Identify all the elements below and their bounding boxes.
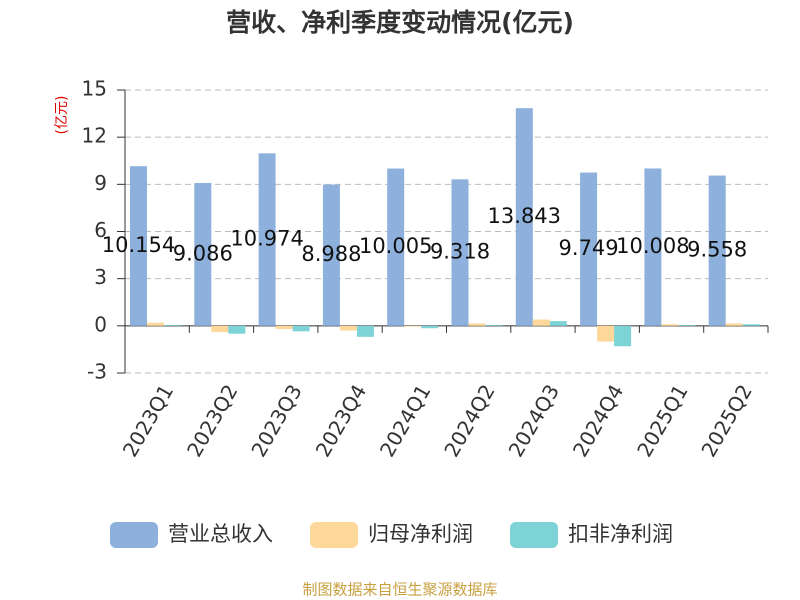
bar bbox=[275, 325, 293, 329]
bar bbox=[644, 168, 662, 326]
bar bbox=[485, 325, 503, 326]
y-tick-label: 3 bbox=[94, 265, 107, 289]
value-label: 9.086 bbox=[173, 241, 233, 265]
bar bbox=[614, 325, 632, 347]
y-unit: (亿元) bbox=[54, 96, 70, 135]
value-label: 13.843 bbox=[488, 204, 561, 228]
bar bbox=[147, 322, 164, 326]
bar bbox=[421, 325, 439, 329]
bar bbox=[549, 321, 567, 326]
bar bbox=[532, 319, 550, 326]
y-tick-label: 9 bbox=[94, 171, 107, 195]
bar bbox=[404, 325, 422, 327]
y-tick-label: 15 bbox=[82, 77, 107, 101]
bar bbox=[387, 168, 405, 326]
legend-swatch bbox=[110, 522, 158, 548]
bar bbox=[194, 182, 212, 326]
bar bbox=[356, 325, 374, 337]
bar bbox=[580, 172, 598, 326]
bar bbox=[339, 325, 357, 331]
value-label: 9.558 bbox=[687, 238, 747, 262]
legend-label: 扣非净利润 bbox=[568, 522, 673, 546]
x-tick-label: 2024Q3 bbox=[504, 380, 564, 461]
bar bbox=[708, 175, 726, 326]
value-label: 10.974 bbox=[230, 227, 303, 251]
value-label: 9.318 bbox=[430, 240, 490, 264]
source: 制图数据来自恒生聚源数据库 bbox=[302, 581, 497, 599]
legend-label: 归母净利润 bbox=[368, 522, 473, 546]
x-tick-label: 2023Q3 bbox=[246, 380, 306, 461]
x-tick-label: 2023Q1 bbox=[118, 380, 178, 461]
y-tick-label: 0 bbox=[94, 312, 107, 336]
value-label: 10.005 bbox=[359, 234, 432, 258]
bar bbox=[678, 325, 696, 326]
x-tick-label: 2025Q2 bbox=[696, 380, 756, 461]
value-label: 8.988 bbox=[301, 242, 361, 266]
legend-swatch bbox=[510, 522, 558, 548]
bar bbox=[742, 324, 760, 326]
bar bbox=[164, 325, 181, 326]
bar bbox=[211, 325, 229, 333]
bar bbox=[292, 325, 310, 332]
bar bbox=[130, 166, 147, 326]
bar bbox=[725, 323, 743, 326]
bar bbox=[258, 153, 276, 326]
bar bbox=[228, 325, 246, 334]
x-tick-label: 2024Q1 bbox=[375, 380, 435, 461]
chart-title: 营收、净利季度变动情况(亿元) bbox=[226, 8, 574, 37]
x-tick-label: 2025Q1 bbox=[632, 380, 692, 461]
y-tick-label: 12 bbox=[82, 124, 107, 148]
x-tick-label: 2024Q2 bbox=[439, 380, 499, 461]
bar bbox=[468, 323, 486, 326]
x-tick-label: 2024Q4 bbox=[568, 380, 628, 461]
value-label: 9.749 bbox=[559, 236, 619, 260]
legend-swatch bbox=[310, 522, 358, 548]
y-tick-label: -3 bbox=[87, 360, 107, 384]
x-tick-label: 2023Q4 bbox=[311, 380, 371, 461]
value-label: 10.154 bbox=[102, 233, 175, 257]
bar bbox=[451, 179, 469, 326]
value-label: 10.008 bbox=[616, 234, 689, 258]
bar bbox=[661, 324, 679, 326]
y-tick-label: 6 bbox=[94, 218, 107, 242]
legend-label: 营业总收入 bbox=[168, 522, 273, 546]
bar bbox=[515, 108, 533, 326]
bar bbox=[322, 184, 340, 326]
bar bbox=[597, 325, 615, 342]
x-tick-label: 2023Q2 bbox=[182, 380, 242, 461]
